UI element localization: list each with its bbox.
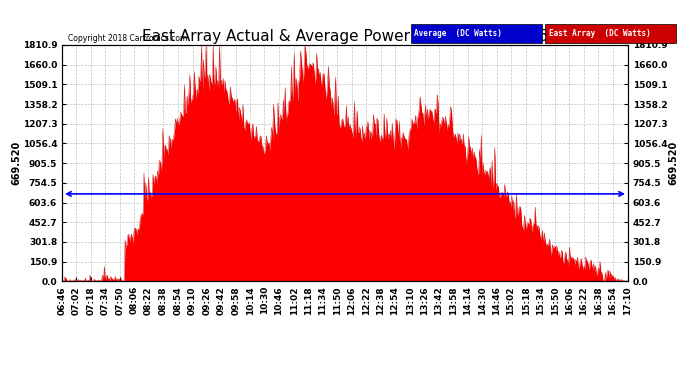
- Text: East Array  (DC Watts): East Array (DC Watts): [549, 29, 650, 38]
- Text: Copyright 2018 Cartronics.com: Copyright 2018 Cartronics.com: [68, 34, 187, 43]
- Title: East Array Actual & Average Power Sun Feb 18 17:25: East Array Actual & Average Power Sun Fe…: [141, 29, 549, 44]
- Text: Average  (DC Watts): Average (DC Watts): [414, 29, 502, 38]
- Y-axis label: 669.520: 669.520: [11, 141, 21, 185]
- Y-axis label: 669.520: 669.520: [669, 141, 679, 185]
